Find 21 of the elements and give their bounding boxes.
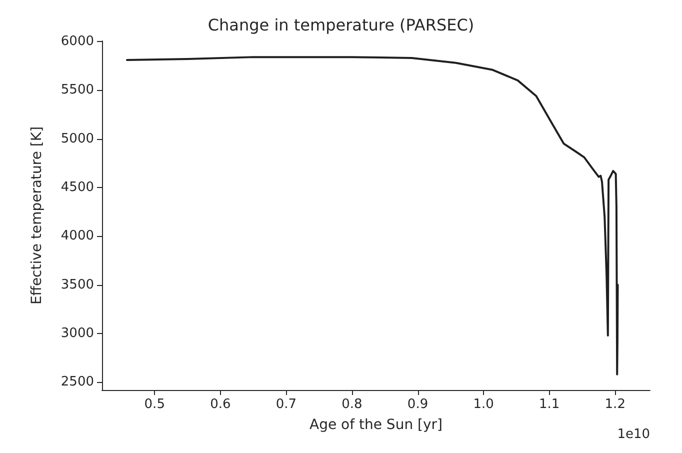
chart-title: Change in temperature (PARSEC) xyxy=(208,16,474,34)
y-tick-label: 3500 xyxy=(60,277,94,292)
x-tick-label: 1.0 xyxy=(473,397,494,412)
x-tick-label: 0.7 xyxy=(276,397,297,412)
x-tick-label: 0.9 xyxy=(407,397,428,412)
y-tick-label: 3000 xyxy=(60,326,94,342)
y-tick-label: 5000 xyxy=(60,131,94,146)
y-tick-label: 4500 xyxy=(60,180,94,196)
x-axis-title: Age of the Sun [yr] xyxy=(310,417,442,433)
line-series xyxy=(126,56,619,376)
x-tick-label: 1.2 xyxy=(604,397,626,412)
y-tick-label: 4000 xyxy=(60,228,94,244)
x-tick-label: 0.8 xyxy=(342,397,362,412)
y-axis-title: Effective temperature [K] xyxy=(29,126,45,305)
text: 1e10 xyxy=(617,427,650,442)
x-tick-label: 0.6 xyxy=(210,397,231,412)
y-tick-label: 6000 xyxy=(60,34,94,49)
x-tick-label: 1.1 xyxy=(539,397,560,412)
x-tick-label: 0.5 xyxy=(144,397,165,412)
y-tick-label: 5500 xyxy=(60,82,94,98)
y-tick-label: 2500 xyxy=(60,374,94,390)
